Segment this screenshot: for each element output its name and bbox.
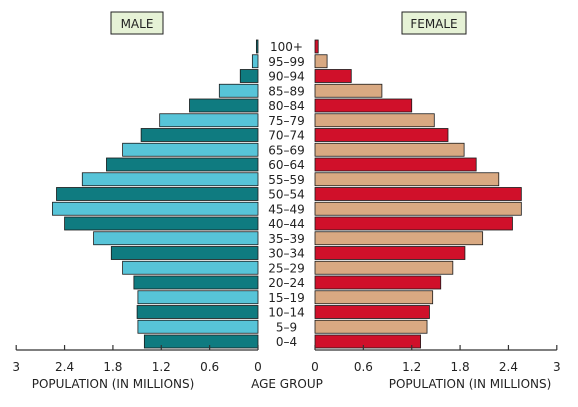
male-bar-80-84 [189,98,259,113]
female-bar-90-94 [314,69,352,83]
age-label-25-29: 25–29 [268,261,305,275]
x-tick-label-right-4: 2.4 [499,360,518,374]
age-label-40-44: 40–44 [268,217,305,231]
age-label-90-94: 90–94 [268,70,305,84]
bars-group [52,39,522,349]
male-bar-75-79 [159,113,259,128]
x-axis-label-left: POPULATION (IN MILLIONS) [32,377,195,391]
female-bar-45-49 [314,201,522,216]
male-bar-15-19 [137,290,259,305]
female-bar-60-64 [314,157,477,172]
male-bar-5-9 [137,319,259,334]
male-bar-90-94 [239,69,259,83]
age-label-15-19: 15–19 [268,291,305,305]
age-label-35-39: 35–39 [268,232,305,246]
x-tick-label-left-5: 0 [254,360,262,374]
age-label-5-9: 5–9 [276,320,297,334]
female-bar-25-29 [314,260,454,275]
female-bar-75-79 [314,113,435,128]
x-tick-label-right-1: 0.6 [354,360,373,374]
female-header-label: FEMALE [410,17,457,31]
age-label-50-54: 50–54 [268,188,305,202]
male-header: MALE [110,11,164,35]
female-bar-85-89 [314,83,383,98]
male-bar-100+ [255,39,259,54]
x-tick-label-left-3: 1.2 [152,360,171,374]
x-tick-label-right-2: 1.2 [402,360,421,374]
female-bar-10-14 [314,305,430,319]
male-bar-40-44 [64,216,259,231]
age-label-80-84: 80–84 [268,99,305,113]
x-axis-label-right: POPULATION (IN MILLIONS) [389,377,552,391]
female-bar-70-74 [314,128,449,142]
age-label-10-14: 10–14 [268,306,305,320]
female-bar-40-44 [314,216,513,231]
x-axis-label-center: AGE GROUP [251,377,323,391]
age-label-65-69: 65–69 [268,143,305,157]
x-tick-label-right-0: 0 [311,360,319,374]
age-label-70-74: 70–74 [268,129,305,143]
female-bar-15-19 [314,290,434,305]
female-bar-0-4 [314,334,421,349]
axes-group: 3 2.4 1.8 1.2 0.6 0 0 0.6 1.2 1.8 2.4 3 [12,345,561,374]
male-bar-25-29 [122,260,259,275]
female-bar-35-39 [314,231,484,246]
age-label-60-64: 60–64 [268,158,305,172]
age-label-75-79: 75–79 [268,114,305,128]
age-label-100+: 100+ [270,40,303,54]
male-bar-10-14 [136,305,259,319]
male-bar-65-69 [122,142,259,157]
male-bar-0-4 [143,334,259,349]
male-bar-60-64 [106,157,259,172]
male-bar-95-99 [251,54,259,69]
male-bar-30-34 [110,246,259,260]
x-tick-label-left-4: 0.6 [200,360,219,374]
male-bar-55-59 [81,172,259,187]
x-tick-label-right-3: 1.8 [451,360,470,374]
male-header-label: MALE [121,17,154,31]
female-bar-5-9 [314,319,428,334]
age-label-95-99: 95–99 [268,55,305,69]
age-label-20-24: 20–24 [268,276,305,290]
female-header: FEMALE [401,11,467,35]
age-label-55-59: 55–59 [268,173,305,187]
age-label-30-34: 30–34 [268,247,305,261]
male-bar-85-89 [218,83,259,98]
age-labels-group: 100+95–9990–9485–8980–8475–7970–7465–696… [268,40,305,349]
female-bar-80-84 [314,98,413,113]
male-bar-70-74 [140,128,259,142]
female-bar-30-34 [314,246,466,260]
female-bar-55-59 [314,172,500,187]
age-label-45-49: 45–49 [268,202,305,216]
female-bar-20-24 [314,275,442,290]
x-tick-label-left-2: 1.8 [103,360,122,374]
x-tick-label-left-1: 2.4 [55,360,74,374]
male-bar-45-49 [52,201,259,216]
female-bar-50-54 [314,187,522,201]
x-tick-label-right-5: 3 [553,360,561,374]
x-tick-label-left-0: 3 [12,360,20,374]
female-bar-100+ [314,39,319,54]
female-bar-65-69 [314,142,465,157]
male-bar-50-54 [56,187,259,201]
age-label-0-4: 0–4 [276,335,297,349]
male-bar-20-24 [133,275,259,290]
female-bar-95-99 [314,54,328,69]
male-bar-35-39 [93,231,259,246]
age-label-85-89: 85–89 [268,84,305,98]
